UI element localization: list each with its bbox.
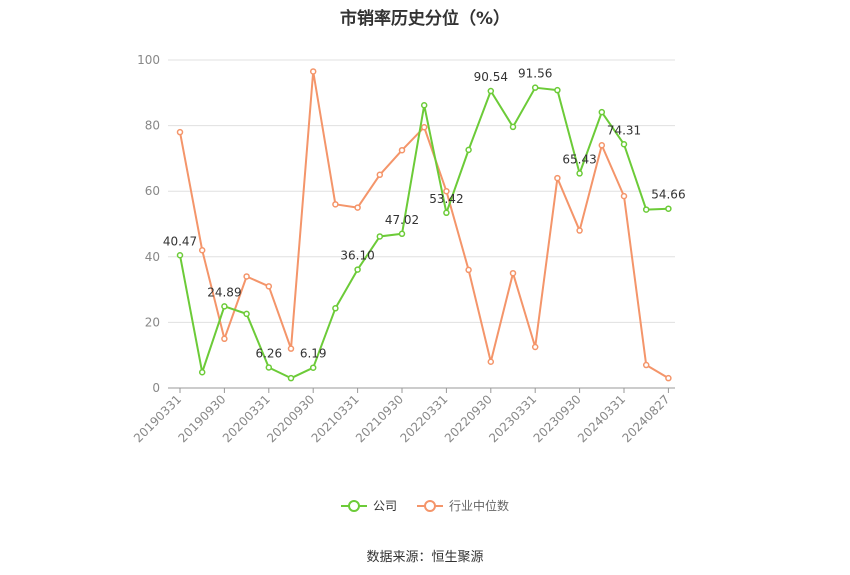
data-point [398,230,406,238]
legend: 公司 行业中位数 [0,497,850,514]
data-point [531,343,539,351]
data-point [665,205,672,212]
data-label: 91.56 [518,67,552,81]
data-point [287,345,295,352]
data-point [309,68,317,75]
y-tick-label: 0 [152,381,160,395]
axis-layer: 0204060801002019033120190930202003312020… [131,53,675,445]
y-tick-label: 80 [145,119,160,133]
data-point [465,266,472,274]
data-point [509,269,517,277]
data-point [332,305,339,312]
data-point [576,170,583,177]
data-point [221,335,228,343]
data-point [642,361,650,369]
legend-item-company[interactable]: 公司 [340,497,397,514]
data-point [465,146,472,154]
data-point [509,123,517,131]
data-point [354,266,361,273]
data-point [309,364,317,371]
data-point [554,86,561,94]
data-point [354,204,361,211]
data-point [642,206,650,213]
legend-marker-industry-icon [417,499,443,512]
data-label: 47.02 [385,213,419,227]
data-point [176,128,184,136]
data-label: 53.42 [429,192,463,206]
data-label: 6.19 [300,347,327,361]
data-point [598,108,606,116]
legend-item-industry-median[interactable]: 行业中位数 [417,497,509,514]
data-label: 6.26 [255,346,282,360]
legend-label-industry-median: 行业中位数 [449,499,510,513]
data-label: 40.47 [163,234,197,248]
data-label: 54.66 [651,188,685,202]
legend-marker-company-icon [340,499,367,512]
data-label: 65.43 [562,152,596,166]
data-point [198,369,206,376]
data-point [221,303,228,310]
data-point [265,283,273,290]
data-label-layer: 40.47 24.89 6.26 6.19 36.10 47.02 53.42 90.54 91… [163,67,686,361]
data-point [243,273,250,280]
data-point [531,84,539,91]
x-tick-label: 20240827 [619,392,672,445]
data-label: 74.31 [607,123,641,137]
series-line [179,86,669,380]
data-label: 90.54 [474,70,508,84]
data-point [376,233,384,240]
legend-label-company: 公司 [372,499,397,513]
y-tick-label: 40 [145,250,160,264]
series-layer [176,68,672,382]
data-source: 数据来源：恒生聚源 [366,550,484,565]
data-point [665,374,672,382]
data-point [487,87,495,95]
data-point [287,374,295,382]
y-tick-label: 100 [137,53,160,67]
y-tick-label: 60 [145,184,160,198]
data-point [443,209,450,217]
data-point [598,142,606,149]
data-point [198,246,206,254]
data-label: 24.89 [207,285,241,299]
data-point [487,358,495,366]
data-point [398,146,406,154]
data-point [420,102,428,109]
data-label: 36.10 [340,249,374,263]
data-point [332,201,339,208]
data-point [576,227,583,234]
data-point [620,192,628,200]
chart-title: 市销率历史分位（%） [339,9,511,29]
data-point [243,310,250,318]
data-point [443,187,450,195]
data-point [420,123,428,131]
y-tick-label: 20 [145,315,160,329]
data-point [620,141,628,148]
data-point [376,171,384,179]
data-point [176,252,184,259]
data-point [554,174,561,182]
data-point [265,364,273,371]
